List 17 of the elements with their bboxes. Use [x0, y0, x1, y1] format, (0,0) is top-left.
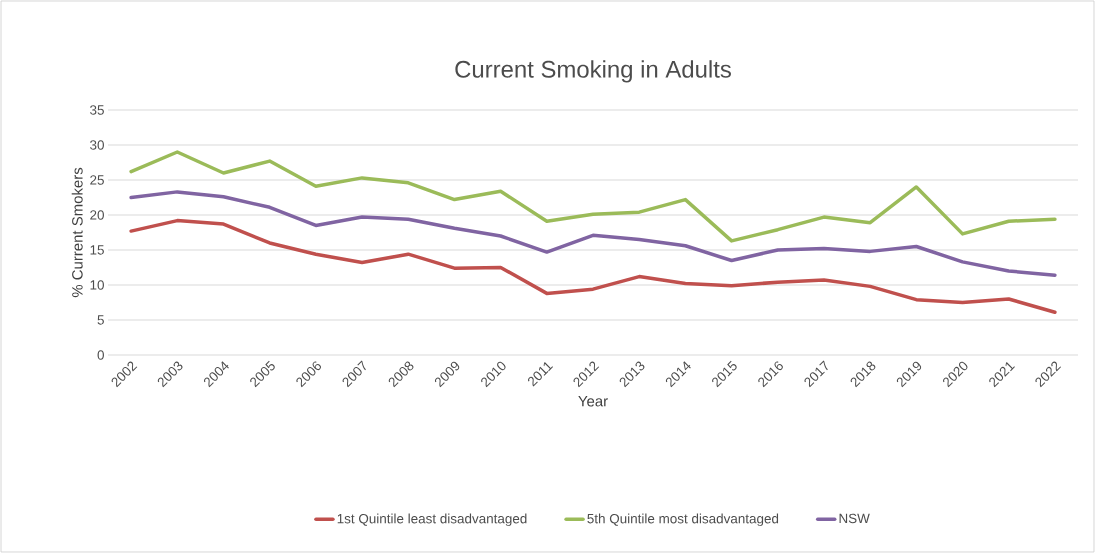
y-tick-label: 20 [90, 210, 104, 220]
chart-title: Current Smoking in Adults [455, 60, 731, 83]
legend-label: 5th Quintile most disadvantaged [587, 513, 779, 527]
y-axis-title: % Current Smokers [71, 167, 83, 298]
y-tick-label: 30 [90, 140, 104, 150]
line-series [129, 150, 1057, 243]
line-series [129, 190, 1057, 277]
y-tick-label: 5 [97, 315, 104, 325]
y-tick-label: 15 [90, 245, 104, 255]
y-tick-label: 0 [97, 350, 104, 360]
y-tick-label: 10 [90, 280, 104, 290]
legend-label: 1st Quintile least disadvantaged [337, 513, 527, 527]
legend-label: NSW [839, 513, 870, 524]
line-series [129, 218, 1057, 315]
x-axis-title: Year [578, 396, 608, 407]
y-tick-label: 35 [90, 105, 104, 115]
y-tick-label: 25 [90, 175, 104, 185]
